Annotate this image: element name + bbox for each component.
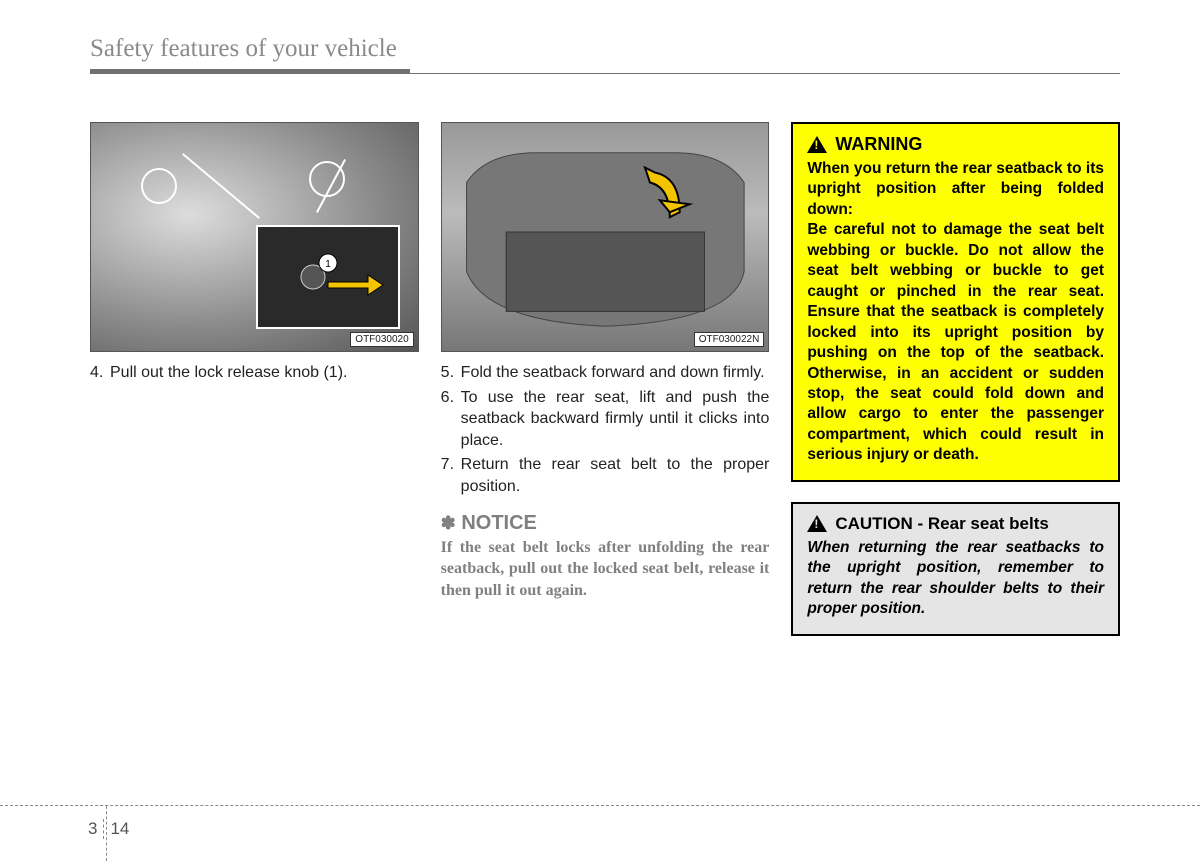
- warning-head: WARNING: [807, 134, 1104, 155]
- figure-code: OTF030020: [350, 332, 413, 347]
- step-item: 4. Pull out the lock release knob (1).: [90, 362, 419, 384]
- warning-box: WARNING When you return the rear seatbac…: [791, 122, 1120, 482]
- caution-head: CAUTION - Rear seat belts: [807, 514, 1104, 534]
- step-text: Return the rear seat belt to the proper …: [461, 454, 770, 497]
- notice-body: If the seat belt locks after unfolding t…: [441, 537, 770, 602]
- steps-left: 4. Pull out the lock release knob (1).: [90, 362, 419, 384]
- section-header: Safety features of your vehicle: [90, 35, 1120, 63]
- step-number: 6.: [441, 387, 461, 452]
- caution-triangle-icon: [807, 515, 827, 532]
- caution-body: When returning the rear seatbacks to the…: [807, 538, 1104, 620]
- step-item: 6. To use the rear seat, lift and push t…: [441, 387, 770, 452]
- notice-title-text: NOTICE: [461, 512, 537, 534]
- step-item: 7. Return the rear seat belt to the prop…: [441, 454, 770, 497]
- caution-box: CAUTION - Rear seat belts When returning…: [791, 502, 1120, 636]
- caution-title: CAUTION - Rear seat belts: [835, 514, 1049, 534]
- column-left: 1 OTF030020 4. Pull out the lock release…: [90, 122, 419, 636]
- column-middle: OTF030022N 5. Fold the seatback forward …: [441, 122, 770, 636]
- header-rule-thin: [90, 73, 1120, 74]
- seat-svg: [442, 123, 769, 351]
- knob-detail-svg: 1: [258, 227, 398, 327]
- step-number: 4.: [90, 362, 110, 384]
- warning-intro: When you return the rear seatback to its…: [807, 160, 1104, 218]
- footer-dash-rule: [0, 805, 1200, 806]
- column-right: WARNING When you return the rear seatbac…: [791, 122, 1120, 636]
- warning-triangle-icon: [807, 136, 827, 153]
- page-number: 3 14: [88, 819, 129, 839]
- notice-star-icon: ✽: [441, 513, 456, 533]
- notice-heading: ✽ NOTICE: [441, 512, 770, 535]
- warning-text: Be careful not to damage the seat belt w…: [807, 221, 1104, 463]
- content-columns: 1 OTF030020 4. Pull out the lock release…: [90, 122, 1120, 636]
- steps-middle: 5. Fold the seatback forward and down fi…: [441, 362, 770, 498]
- warning-title: WARNING: [835, 134, 922, 155]
- step-number: 5.: [441, 362, 461, 384]
- callout-circle: [141, 168, 177, 204]
- step-text: Fold the seatback forward and down firml…: [461, 362, 770, 384]
- warning-body: When you return the rear seatback to its…: [807, 159, 1104, 466]
- step-item: 5. Fold the seatback forward and down fi…: [441, 362, 770, 384]
- step-number: 7.: [441, 454, 461, 497]
- page-num: 14: [104, 819, 129, 839]
- svg-text:1: 1: [325, 259, 331, 270]
- figure-inset: 1: [256, 225, 400, 329]
- figure-seat-fold: OTF030022N: [441, 122, 770, 352]
- figure-trunk-release: 1 OTF030020: [90, 122, 419, 352]
- step-text: To use the rear seat, lift and push the …: [461, 387, 770, 452]
- page-chapter: 3: [88, 819, 104, 839]
- figure-code: OTF030022N: [694, 332, 765, 347]
- manual-page: Safety features of your vehicle 1: [0, 0, 1200, 861]
- step-text: Pull out the lock release knob (1).: [110, 362, 419, 384]
